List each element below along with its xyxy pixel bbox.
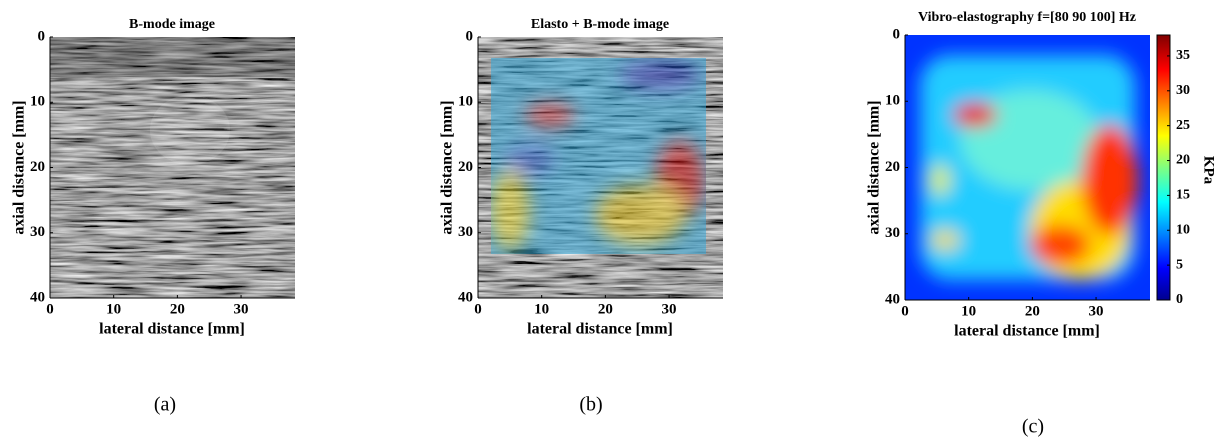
x-axis-label: lateral distance [mm] — [954, 323, 1100, 340]
caption: (a) — [154, 394, 176, 416]
y-tick-label: 30 — [885, 225, 900, 241]
x-tick-label: 10 — [961, 303, 976, 319]
x-tick-label: 0 — [46, 301, 54, 317]
caption: (c) — [1022, 416, 1044, 438]
elasto-bmode-image — [478, 37, 723, 298]
y-tick-label: 0 — [893, 26, 901, 42]
colorbar-tick-label: 10 — [1176, 222, 1190, 237]
y-tick-label: 10 — [885, 93, 900, 109]
bmode-image — [50, 37, 295, 298]
x-tick-label: 20 — [598, 301, 613, 317]
x-tick-label: 10 — [106, 301, 121, 317]
colorbar-tick-label: 0 — [1176, 292, 1183, 307]
y-tick-label: 40 — [885, 291, 900, 307]
colorbar-tick-label: 15 — [1176, 188, 1190, 203]
caption: (b) — [579, 394, 602, 416]
y-tick-label: 30 — [458, 224, 473, 240]
y-axis-label: axial distance [mm] — [11, 100, 28, 234]
y-tick-label: 20 — [30, 159, 45, 175]
x-tick-label: 30 — [1089, 303, 1104, 319]
y-tick-label: 10 — [30, 94, 45, 110]
colorbar-label: KPa — [1201, 156, 1217, 185]
panel-title: B-mode image — [129, 17, 215, 32]
x-tick-label: 30 — [662, 301, 677, 317]
y-axis-label: axial distance [mm] — [866, 100, 883, 234]
y-tick-label: 30 — [30, 224, 45, 240]
y-tick-label: 0 — [38, 28, 46, 44]
x-axis-label: lateral distance [mm] — [527, 321, 673, 338]
colorbar-tick-label: 25 — [1176, 118, 1190, 133]
x-axis-label: lateral distance [mm] — [99, 321, 245, 338]
y-axis-label: axial distance [mm] — [439, 100, 456, 234]
panel-title: Elasto + B-mode image — [531, 17, 669, 32]
x-tick-label: 20 — [170, 301, 185, 317]
colorbar — [1156, 34, 1171, 301]
x-tick-label: 10 — [534, 301, 549, 317]
y-tick-label: 20 — [458, 159, 473, 175]
x-tick-label: 0 — [474, 301, 482, 317]
panel-title: Vibro-elastography f=[80 90 100] Hz — [918, 10, 1136, 25]
colorbar-tick-label: 20 — [1176, 153, 1190, 168]
y-tick-label: 10 — [458, 94, 473, 110]
y-tick-label: 0 — [466, 28, 474, 44]
colorbar-tick-label: 5 — [1176, 257, 1183, 272]
colorbar-tick-label: 30 — [1176, 83, 1190, 98]
elastography-image — [905, 35, 1150, 300]
x-tick-label: 0 — [901, 303, 909, 319]
x-tick-label: 20 — [1025, 303, 1040, 319]
x-tick-label: 30 — [234, 301, 249, 317]
y-tick-label: 20 — [885, 159, 900, 175]
colorbar-tick-label: 35 — [1176, 48, 1190, 63]
y-tick-label: 40 — [30, 289, 45, 305]
y-tick-label: 40 — [458, 289, 473, 305]
